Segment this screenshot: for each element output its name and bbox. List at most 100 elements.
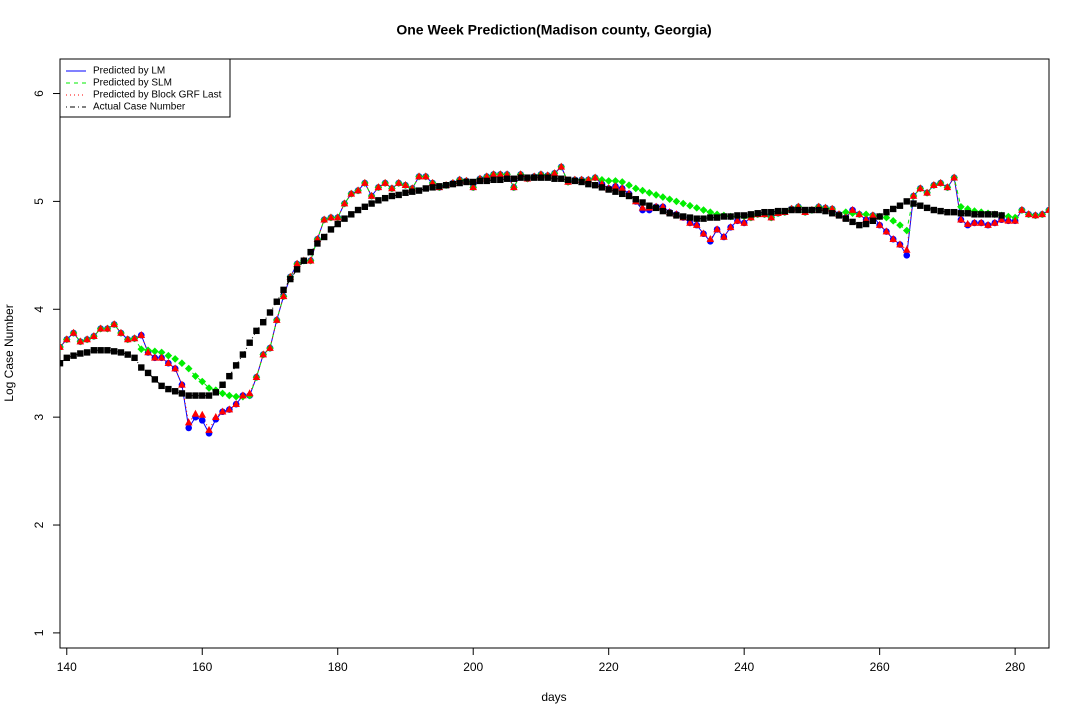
y-tick-label: 1 (32, 629, 46, 636)
point (1045, 205, 1049, 213)
point (611, 182, 620, 190)
point (706, 208, 715, 216)
point (361, 178, 369, 186)
point (896, 240, 904, 248)
point (347, 189, 356, 197)
x-tick-label: 140 (57, 660, 77, 674)
point (977, 218, 986, 226)
point (1031, 211, 1040, 219)
point (557, 162, 566, 170)
point (856, 221, 863, 229)
point (842, 215, 849, 222)
point (855, 210, 864, 218)
point (822, 207, 829, 215)
point (306, 256, 315, 264)
point (835, 212, 843, 219)
point (300, 257, 308, 264)
point (368, 200, 375, 207)
point (720, 232, 728, 240)
point (510, 183, 518, 191)
point (110, 320, 118, 328)
point (815, 206, 822, 214)
point (171, 364, 179, 372)
point (700, 215, 707, 222)
point (232, 362, 240, 369)
point (476, 177, 484, 185)
point (673, 212, 680, 219)
point (659, 193, 667, 201)
x-tick-label: 280 (1005, 660, 1025, 674)
point (394, 178, 403, 186)
point (781, 207, 789, 215)
point (869, 211, 877, 219)
point (692, 204, 701, 212)
y-tick-label: 6 (32, 90, 46, 97)
y-tick-label: 5 (32, 198, 46, 205)
point (205, 392, 213, 399)
point (564, 176, 572, 184)
point (734, 212, 741, 219)
point (727, 213, 734, 220)
point (436, 183, 443, 190)
x-tick-label: 240 (734, 660, 754, 674)
point (944, 208, 951, 216)
point (253, 327, 260, 335)
point (205, 425, 213, 433)
point (225, 391, 234, 400)
point (76, 337, 85, 345)
point (978, 211, 985, 218)
point (585, 180, 592, 188)
point (158, 382, 165, 390)
point (442, 182, 450, 189)
point (923, 188, 931, 196)
point (198, 410, 207, 418)
point (638, 186, 647, 195)
point (862, 220, 870, 228)
point (957, 202, 965, 211)
point (591, 173, 599, 181)
point (916, 184, 925, 192)
point (401, 181, 410, 189)
x-tick-label: 220 (599, 660, 619, 674)
point (374, 183, 383, 191)
point (90, 332, 98, 340)
point (896, 221, 904, 229)
x-axis-label: days (541, 690, 566, 704)
point (334, 220, 341, 228)
point (971, 211, 978, 218)
point (862, 215, 870, 223)
point (612, 188, 619, 195)
point (930, 206, 938, 214)
point (591, 182, 599, 189)
point (130, 334, 139, 342)
point (293, 259, 301, 267)
point (77, 350, 84, 357)
point (456, 179, 463, 187)
point (313, 234, 322, 242)
point (761, 208, 768, 216)
point (165, 385, 172, 393)
point (470, 178, 477, 186)
point (686, 218, 694, 226)
point (875, 220, 884, 228)
point (225, 405, 234, 413)
point (490, 176, 497, 184)
point (754, 210, 761, 217)
point (686, 214, 694, 221)
point (659, 202, 667, 210)
point (157, 348, 166, 357)
point (90, 347, 98, 354)
point (212, 389, 220, 396)
point (883, 208, 890, 216)
point (151, 353, 159, 361)
point (936, 178, 945, 186)
point (930, 181, 938, 189)
point (672, 197, 681, 206)
point (191, 372, 200, 380)
point (138, 364, 145, 371)
point (375, 197, 382, 204)
point (252, 373, 261, 381)
legend-label: Predicted by LM (93, 66, 165, 77)
point (259, 350, 268, 358)
